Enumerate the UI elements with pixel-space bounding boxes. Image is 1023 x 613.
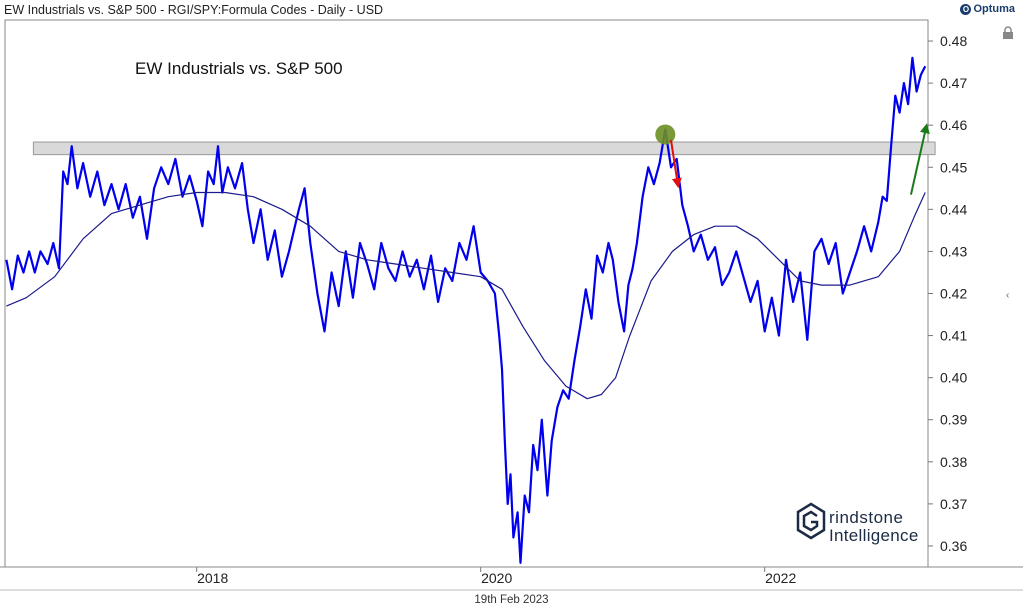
y-tick-label: 0.47 [940, 75, 967, 91]
x-tick-label: 2018 [197, 570, 228, 586]
chart-annotations [655, 123, 930, 195]
x-tick-label: 2020 [481, 570, 512, 586]
brand-logo: O Optuma [960, 3, 1015, 15]
moving-average-line [6, 191, 926, 400]
watermark-line1: rindstone [829, 508, 904, 527]
y-tick-label: 0.36 [940, 538, 967, 554]
x-axis: 2018 2020 2022 [196, 567, 796, 586]
resistance-band [32, 141, 936, 156]
price-line [5, 56, 927, 564]
y-tick-label: 0.41 [940, 328, 967, 344]
grindstone-watermark: rindstone Intelligence [795, 502, 935, 548]
up-arrow [909, 123, 930, 195]
lock-icon[interactable] [1001, 26, 1015, 40]
down-arrow [669, 139, 682, 189]
brand-name: Optuma [973, 3, 1015, 15]
plot-border [4, 19, 929, 568]
panel-collapse-handle[interactable]: ‹ [1006, 290, 1010, 301]
y-axis: 0.36 0.37 0.38 0.39 0.40 0.41 0.42 0.43 0.44 0.45… [928, 33, 967, 554]
grindstone-logo-icon [796, 502, 826, 540]
y-tick-label: 0.48 [940, 33, 967, 49]
resistance-zone [32, 141, 936, 156]
watermark-line2: Intelligence [829, 526, 919, 545]
y-tick-label: 0.37 [940, 496, 967, 512]
x-tick-label: 2022 [765, 570, 796, 586]
y-tick-label: 0.45 [940, 159, 967, 175]
chart-header-title: EW Industrials vs. S&P 500 - RGI/SPY:For… [4, 3, 384, 17]
chart-series [5, 56, 927, 564]
chart-title: EW Industrials vs. S&P 500 [135, 59, 343, 78]
y-tick-label: 0.44 [940, 201, 967, 217]
y-tick-label: 0.46 [940, 117, 967, 133]
footer-date: 19th Feb 2023 [474, 594, 549, 606]
peak-marker [655, 124, 676, 145]
y-tick-label: 0.38 [940, 454, 967, 470]
optuma-logo-icon: O [960, 3, 972, 15]
y-tick-label: 0.42 [940, 286, 967, 302]
header-bar: EW Industrials vs. S&P 500 - RGI/SPY:For… [0, 0, 1023, 20]
y-tick-label: 0.43 [940, 243, 967, 259]
y-tick-label: 0.40 [940, 370, 967, 386]
y-tick-label: 0.39 [940, 412, 967, 428]
